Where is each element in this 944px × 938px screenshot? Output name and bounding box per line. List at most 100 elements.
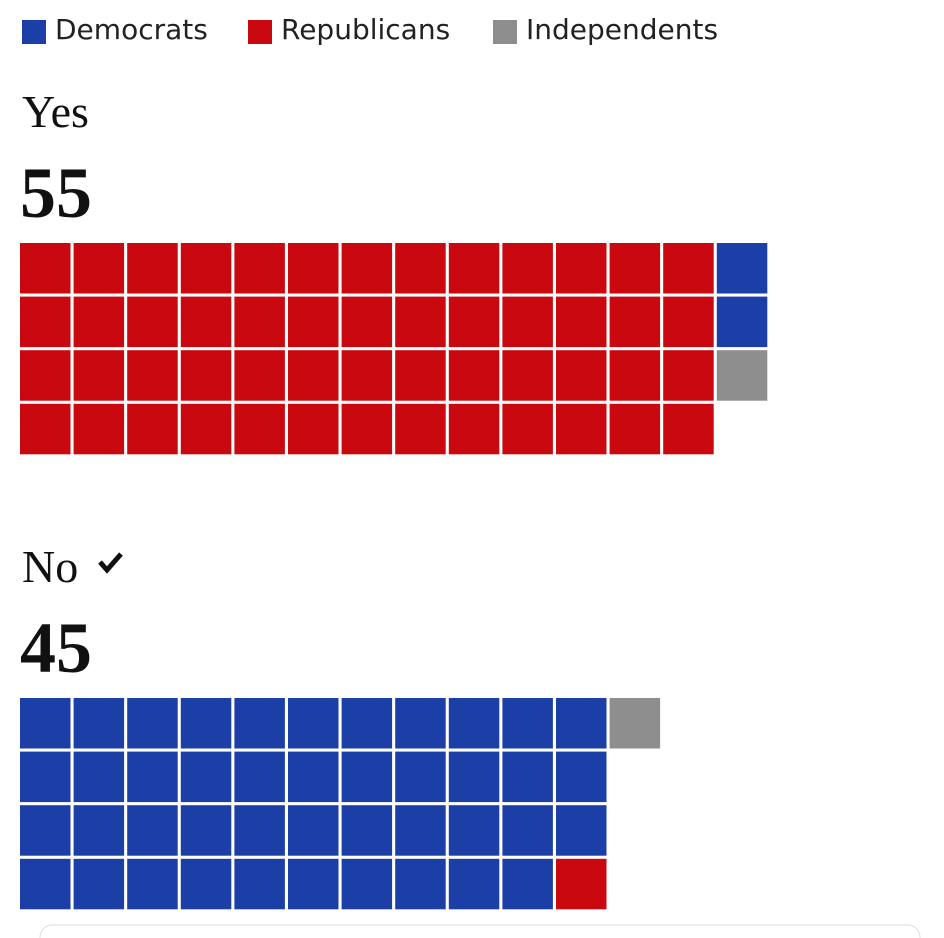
- waffle-cell: [234, 858, 285, 910]
- waffle-cell: [341, 751, 393, 803]
- waffle-cell: [127, 805, 178, 856]
- waffle-cell: [288, 751, 339, 803]
- waffle-cell: [556, 805, 607, 856]
- waffle-cell: [448, 296, 500, 348]
- legend-label: Republicans: [281, 13, 450, 46]
- legend-swatch: [248, 20, 272, 44]
- waffle-cell: [395, 243, 446, 294]
- waffle-cell: [609, 243, 661, 294]
- waffle-cell: [341, 296, 393, 348]
- waffle-cell: [395, 403, 446, 455]
- waffle-cell: [502, 751, 553, 803]
- waffle-cell: [556, 350, 607, 401]
- waffle-cell: [341, 858, 393, 910]
- waffle-cell: [20, 243, 71, 294]
- waffle-cell: [73, 751, 125, 803]
- category-label: No: [22, 541, 78, 592]
- waffle-cell: [20, 698, 71, 749]
- waffle-cell: [288, 350, 339, 401]
- waffle-cell: [448, 350, 500, 401]
- waffle-cell: [556, 296, 607, 348]
- waffle-cell: [556, 698, 607, 749]
- waffle-cell: [663, 350, 714, 401]
- waffle-cell: [395, 698, 446, 749]
- waffle-cell: [502, 296, 553, 348]
- waffle-cell: [288, 403, 339, 455]
- waffle-cell: [502, 350, 553, 401]
- waffle-cell: [395, 805, 446, 856]
- waffle-cell: [395, 751, 446, 803]
- waffle-cell: [448, 243, 500, 294]
- legend-swatch: [22, 20, 46, 44]
- waffle-cell: [716, 350, 768, 401]
- waffle-cell: [395, 858, 446, 910]
- footer-card: [39, 924, 921, 938]
- legend-label: Independents: [526, 13, 718, 46]
- waffle-cell: [180, 805, 232, 856]
- waffle-cell: [716, 296, 768, 348]
- waffle-cell: [180, 403, 232, 455]
- waffle-cell: [234, 403, 285, 455]
- waffle-cell: [288, 296, 339, 348]
- waffle-cell: [341, 350, 393, 401]
- waffle-cell: [395, 296, 446, 348]
- waffle-cell: [20, 751, 71, 803]
- category-label: Yes: [22, 86, 89, 137]
- waffle-cell: [341, 698, 393, 749]
- waffle-cell: [448, 751, 500, 803]
- waffle-cell: [73, 350, 125, 401]
- waffle-cell: [180, 243, 232, 294]
- waffle-cell: [609, 403, 661, 455]
- waffle-cell: [20, 805, 71, 856]
- waffle-cell: [288, 698, 339, 749]
- waffle-cell: [234, 296, 285, 348]
- waffle-cell: [180, 698, 232, 749]
- total-label: 45: [20, 608, 92, 688]
- waffle-cell: [73, 296, 125, 348]
- waffle-cell: [20, 858, 71, 910]
- waffle-cell: [448, 698, 500, 749]
- waffle-cell: [288, 243, 339, 294]
- waffle-cell: [234, 350, 285, 401]
- waffle-cell: [127, 243, 178, 294]
- waffle-cell: [341, 403, 393, 455]
- waffle-cell: [288, 858, 339, 910]
- total-label: 55: [20, 153, 92, 233]
- waffle-cell: [341, 805, 393, 856]
- waffle-cell: [234, 698, 285, 749]
- waffle-cell: [73, 698, 125, 749]
- waffle-cell: [502, 805, 553, 856]
- winner-check: [98, 552, 123, 574]
- waffle-cell: [127, 403, 178, 455]
- waffle-cell: [180, 858, 232, 910]
- waffle-cell: [663, 243, 714, 294]
- waffle-cell: [609, 698, 661, 749]
- waffle-cell: [127, 350, 178, 401]
- waffle-cell: [73, 403, 125, 455]
- waffle-cell: [180, 350, 232, 401]
- waffle-cell: [234, 805, 285, 856]
- waffle-cell: [502, 698, 553, 749]
- waffle-cell: [663, 403, 714, 455]
- legend-label: Democrats: [55, 13, 208, 46]
- waffle-cell: [448, 858, 500, 910]
- waffle-cell: [180, 296, 232, 348]
- waffle-cell: [609, 296, 661, 348]
- waffle-cell: [609, 350, 661, 401]
- waffle-cell: [180, 751, 232, 803]
- waffle-cell: [556, 858, 607, 910]
- waffle-cell: [556, 243, 607, 294]
- legend-swatch: [493, 20, 517, 44]
- waffle-cell: [716, 243, 768, 294]
- waffle-cell: [502, 858, 553, 910]
- waffle-cell: [663, 296, 714, 348]
- waffle-cell: [234, 243, 285, 294]
- waffle-cell: [234, 751, 285, 803]
- waffle-cell: [20, 296, 71, 348]
- waffle-cell: [288, 805, 339, 856]
- waffle-cell: [556, 751, 607, 803]
- waffle-cell: [20, 350, 71, 401]
- waffle-cell: [20, 403, 71, 455]
- waffle-cell: [556, 403, 607, 455]
